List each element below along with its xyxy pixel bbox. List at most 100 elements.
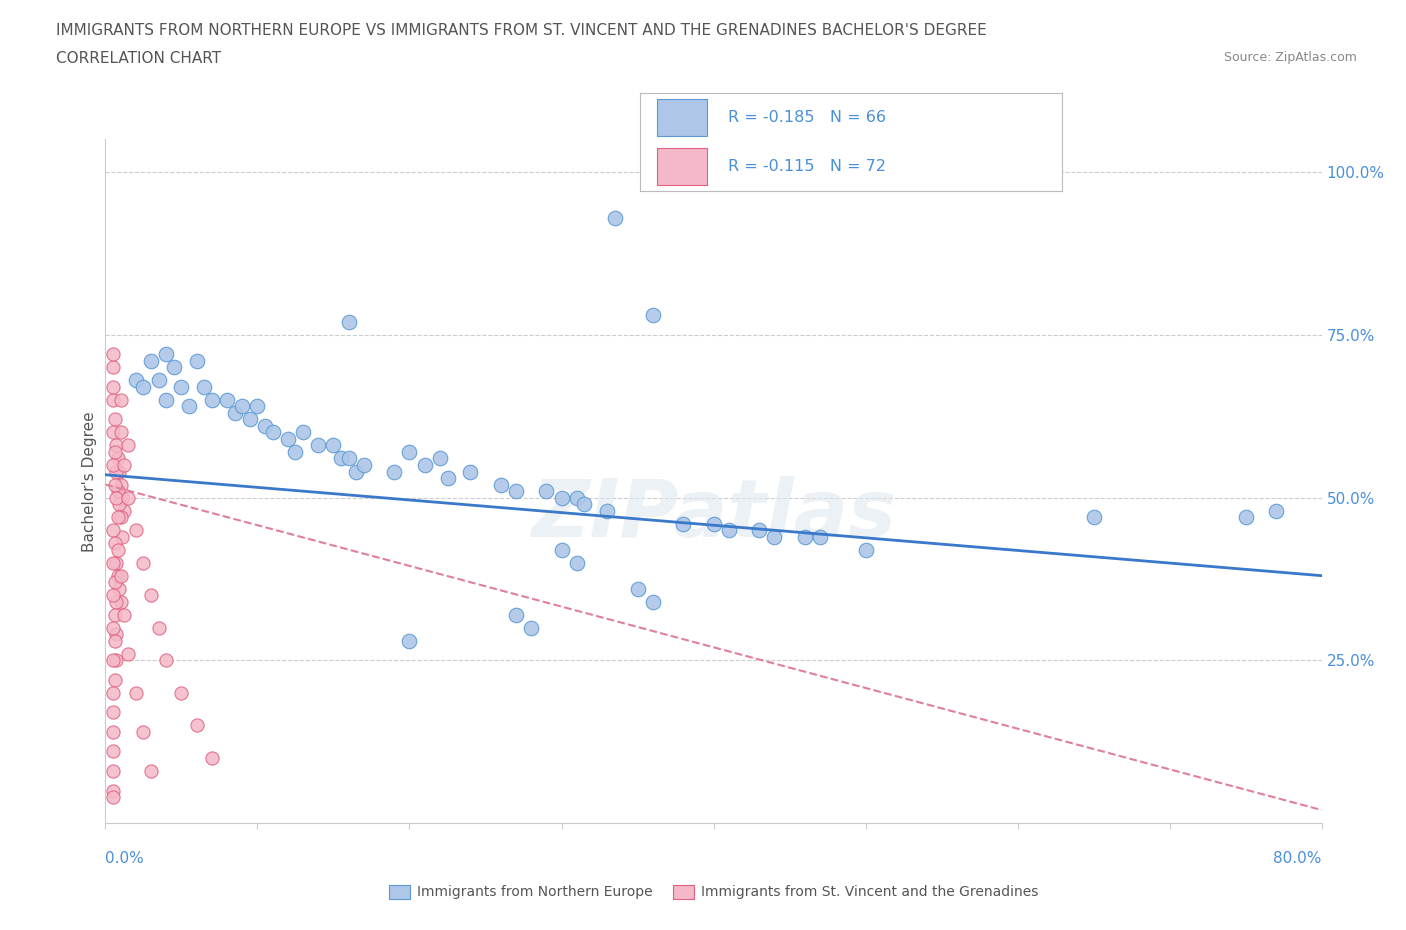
Point: [458, 464, 481, 479]
Point: [105, 464, 128, 479]
Point: [101, 588, 124, 603]
Text: 80.0%: 80.0%: [1274, 851, 1322, 866]
Point: [436, 471, 458, 485]
Point: [148, 620, 170, 635]
Point: [108, 497, 131, 512]
Point: [101, 744, 124, 759]
Point: [520, 620, 543, 635]
Point: [101, 458, 124, 472]
Point: [107, 542, 129, 557]
Point: [110, 425, 132, 440]
Point: [1083, 510, 1105, 525]
Point: [105, 438, 128, 453]
Text: R = -0.115   N = 72: R = -0.115 N = 72: [728, 159, 886, 174]
Point: [382, 464, 405, 479]
Point: [855, 542, 877, 557]
Point: [105, 594, 128, 609]
Point: [1265, 503, 1288, 518]
Point: [217, 392, 239, 407]
Point: [110, 510, 132, 525]
Point: [277, 432, 299, 446]
Point: [108, 464, 131, 479]
Point: [155, 392, 177, 407]
Point: [103, 672, 125, 687]
Point: [125, 685, 148, 700]
Point: [103, 445, 125, 459]
Point: [344, 464, 367, 479]
FancyBboxPatch shape: [657, 148, 707, 185]
Point: [155, 653, 177, 668]
Point: [170, 379, 193, 394]
Text: CORRELATION CHART: CORRELATION CHART: [56, 51, 221, 66]
Point: [574, 497, 596, 512]
Point: [641, 594, 664, 609]
Point: [117, 490, 139, 505]
Point: [101, 790, 124, 804]
Point: [125, 523, 148, 538]
Point: [112, 607, 135, 622]
Point: [155, 347, 177, 362]
Point: [186, 718, 208, 733]
Point: [103, 536, 125, 551]
Point: [177, 399, 200, 414]
Point: [246, 399, 269, 414]
Legend: Immigrants from Northern Europe, Immigrants from St. Vincent and the Grenadines: Immigrants from Northern Europe, Immigra…: [384, 879, 1043, 905]
Point: [550, 490, 572, 505]
Point: [239, 412, 262, 427]
Point: [101, 705, 124, 720]
Point: [489, 477, 512, 492]
Point: [132, 724, 155, 739]
Point: [148, 373, 170, 388]
Point: [808, 529, 831, 544]
Point: [505, 607, 527, 622]
Point: [103, 575, 125, 590]
Point: [107, 451, 129, 466]
Point: [112, 503, 135, 518]
Point: [103, 412, 125, 427]
Point: [330, 451, 353, 466]
Point: [672, 516, 695, 531]
Point: [337, 314, 360, 329]
Point: [101, 685, 124, 700]
Point: [101, 425, 124, 440]
Point: [702, 516, 725, 531]
Point: [603, 210, 626, 225]
Point: [112, 458, 135, 472]
Point: [337, 451, 360, 466]
Text: 0.0%: 0.0%: [105, 851, 145, 866]
Point: [110, 392, 132, 407]
Point: [139, 764, 162, 778]
Point: [596, 503, 619, 518]
Point: [353, 458, 375, 472]
Point: [550, 542, 572, 557]
Point: [1234, 510, 1257, 525]
FancyBboxPatch shape: [657, 99, 707, 136]
Point: [536, 484, 558, 498]
Point: [193, 379, 215, 394]
Point: [763, 529, 786, 544]
Point: [254, 418, 277, 433]
Point: [284, 445, 307, 459]
Point: [101, 379, 124, 394]
Point: [101, 724, 124, 739]
Point: [748, 523, 770, 538]
Point: [398, 633, 420, 648]
Text: R = -0.185   N = 66: R = -0.185 N = 66: [728, 110, 886, 125]
Point: [307, 438, 329, 453]
Point: [101, 523, 124, 538]
Point: [413, 458, 436, 472]
Point: [565, 555, 588, 570]
Point: [108, 581, 131, 596]
Point: [429, 451, 451, 466]
Point: [139, 588, 162, 603]
Point: [105, 490, 128, 505]
Text: ZIPatlas: ZIPatlas: [531, 476, 896, 554]
Point: [292, 425, 315, 440]
Point: [201, 751, 224, 765]
Point: [107, 510, 129, 525]
Point: [101, 360, 124, 375]
Point: [125, 373, 148, 388]
Point: [170, 685, 193, 700]
Point: [224, 405, 246, 420]
Point: [793, 529, 815, 544]
